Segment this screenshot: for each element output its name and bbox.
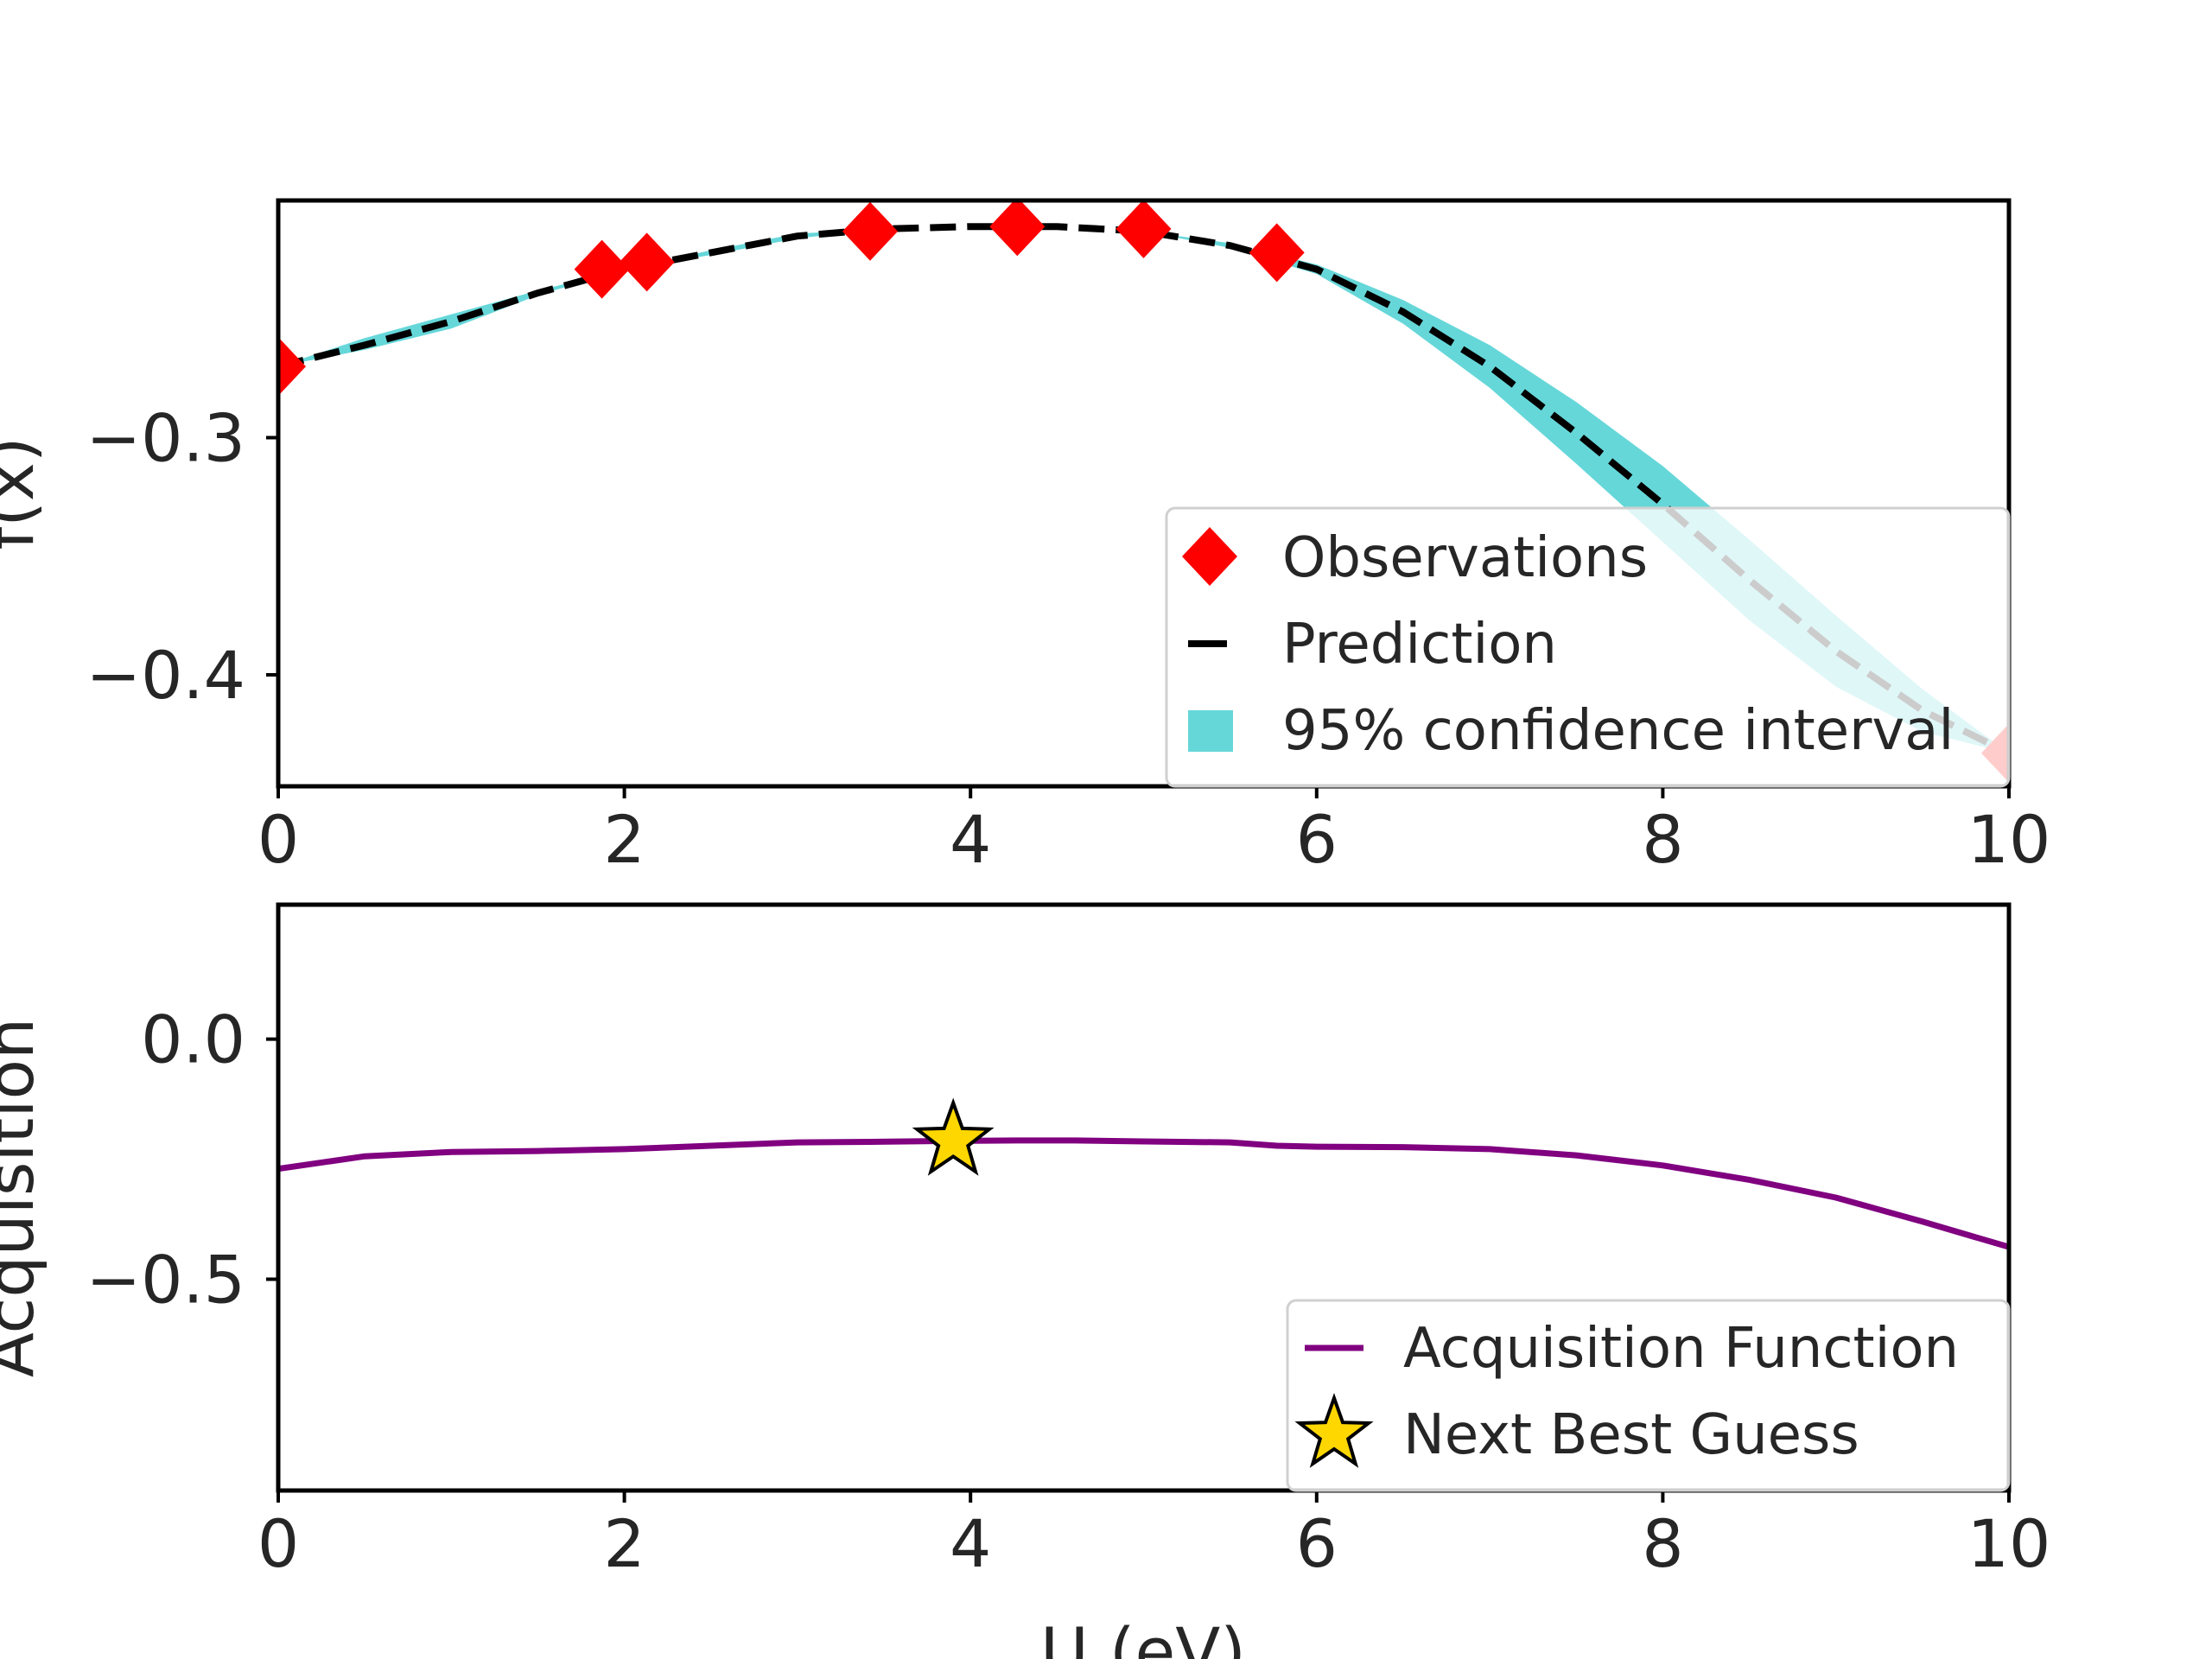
prediction-line	[278, 223, 2009, 757]
legend-prediction-label: Prediction	[1282, 613, 1557, 677]
legend-star-shape	[1294, 1393, 1374, 1468]
x-tick-label: 10	[1967, 801, 2051, 878]
bottom-legend-frame	[1286, 1299, 2011, 1492]
legend-observations-marker	[1182, 527, 1237, 586]
top-legend-frame	[1165, 506, 2011, 788]
top-legend: Observations Prediction 95% confidence i…	[1165, 506, 2011, 788]
legend-confidence-label: 95% confidence interval	[1282, 699, 1954, 763]
legend-acquisition-label: Acquisition Function	[1403, 1317, 1959, 1381]
legend-star-icon	[1294, 1393, 1374, 1468]
x-tick-label: 0	[257, 801, 299, 878]
observation-point	[842, 201, 898, 261]
legend-confidence-marker	[1188, 710, 1233, 752]
observation-point	[1116, 200, 1172, 258]
x-tick-label: 8	[1642, 801, 1683, 878]
top-panel: 0 2 4 6 8 10 −0.3 −0.4 f(x) Observations Predi…	[0, 198, 2051, 878]
x-tick-label: 2	[603, 1505, 645, 1582]
legend-next-guess-label: Next Best Guess	[1403, 1403, 1859, 1467]
x-tick-label: 8	[1642, 1505, 1683, 1582]
confidence-band	[278, 226, 2009, 753]
x-tick-label: 4	[950, 801, 991, 878]
legend-observations-label: Observations	[1282, 526, 1648, 590]
observation-point	[574, 239, 630, 299]
x-tick-label: 10	[1967, 1505, 2051, 1582]
top-y-ticks: −0.3 −0.4	[86, 399, 278, 714]
acquisition-line	[278, 1137, 2009, 1250]
y-tick-label: −0.3	[86, 399, 245, 476]
bottom-y-ticks: 0.0 −0.5	[86, 1001, 278, 1318]
top-x-ticks: 0 2 4 6 8 10	[257, 786, 2051, 878]
y-tick-label: −0.5	[86, 1241, 245, 1318]
observation-point	[989, 200, 1046, 257]
bottom-legend: Acquisition Function Next Best Guess	[1286, 1299, 2011, 1492]
y-tick-label: 0.0	[141, 1001, 245, 1078]
bottom-panel: 0 2 4 6 8 10 0.0 −0.5 Acquisition U (eV) Acqui…	[0, 902, 2051, 1659]
bottom-x-ticks: 0 2 4 6 8 10	[257, 1491, 2051, 1582]
x-tick-label: 6	[1296, 801, 1338, 878]
x-tick-label: 0	[257, 1505, 299, 1582]
top-axes-frame	[276, 198, 2012, 789]
bottom-plot-area	[278, 1137, 2009, 1250]
observation-point	[619, 232, 675, 292]
top-y-axis-label: f(x)	[0, 436, 48, 550]
x-tick-label: 6	[1296, 1505, 1338, 1582]
bottom-y-axis-label: Acquisition	[0, 1018, 48, 1377]
next-best-guess-star	[912, 1097, 995, 1176]
observation-point	[278, 337, 306, 397]
observation-point	[1249, 223, 1305, 283]
x-axis-label: U (eV)	[1040, 1613, 1246, 1659]
bottom-axes-frame	[276, 902, 2012, 1493]
y-tick-label: −0.4	[86, 637, 245, 714]
x-tick-label: 2	[603, 801, 645, 878]
x-tick-label: 4	[950, 1505, 991, 1582]
bottom-star-layer	[912, 1097, 995, 1176]
